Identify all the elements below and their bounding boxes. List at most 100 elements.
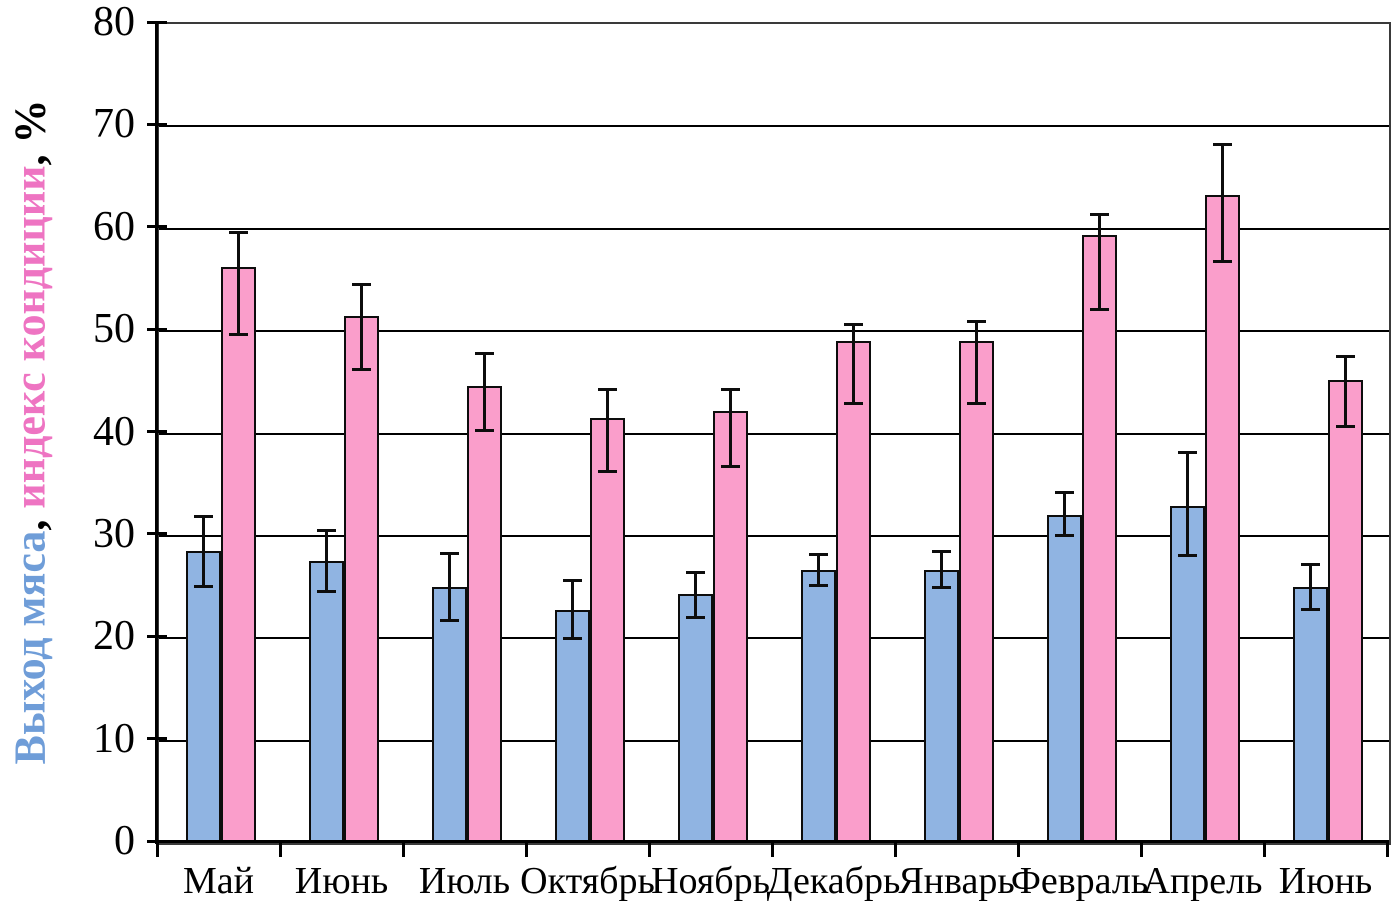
error-bar-line bbox=[1097, 214, 1101, 310]
y-axis-tick bbox=[147, 634, 167, 638]
y-axis-tick bbox=[147, 430, 167, 433]
error-bar-cap bbox=[562, 579, 582, 583]
bar-meat-yield bbox=[308, 561, 344, 843]
x-category-label: Апрель bbox=[1142, 860, 1263, 902]
error-bar-line bbox=[236, 232, 240, 335]
error-bar-cap bbox=[597, 469, 617, 473]
error-bar-cap bbox=[1054, 491, 1074, 495]
y-axis-tick bbox=[147, 327, 167, 331]
bar-meat-yield bbox=[1046, 515, 1082, 843]
y-axis-tick bbox=[147, 122, 167, 126]
bar-meat-yield bbox=[800, 569, 836, 843]
gridline bbox=[159, 227, 1389, 230]
error-bar-cap bbox=[597, 387, 617, 391]
bar-meat-yield bbox=[677, 594, 713, 843]
error-bar-cap bbox=[439, 619, 459, 623]
error-bar-cap bbox=[966, 320, 986, 324]
y-tick-label: 50 bbox=[93, 306, 135, 353]
error-bar-cap bbox=[685, 571, 705, 575]
x-axis-tick bbox=[278, 841, 282, 857]
y-axis-tick bbox=[147, 532, 167, 536]
bar-condition-index bbox=[1327, 380, 1363, 843]
bar-condition-index bbox=[958, 341, 994, 843]
error-bar-cap bbox=[474, 352, 494, 356]
error-bar-cap bbox=[1212, 143, 1232, 147]
error-bar-cap bbox=[843, 402, 863, 406]
error-bar-line bbox=[570, 580, 574, 639]
error-bar-line bbox=[447, 553, 451, 621]
error-bar-cap bbox=[316, 529, 336, 533]
y-tick-label: 20 bbox=[93, 613, 135, 660]
error-bar-cap bbox=[1300, 563, 1320, 567]
y-axis-tick bbox=[147, 20, 167, 24]
bar-condition-index bbox=[343, 315, 379, 843]
bar-condition-index bbox=[712, 410, 748, 843]
error-bar-cap bbox=[1335, 355, 1355, 359]
bar-meat-yield bbox=[923, 569, 959, 843]
y-tick-label: 80 bbox=[93, 0, 135, 45]
error-bar-cap bbox=[720, 387, 740, 391]
error-bar-line bbox=[324, 530, 328, 592]
error-bar-line bbox=[1308, 564, 1312, 610]
error-bar-cap bbox=[1177, 553, 1197, 557]
error-bar-cap bbox=[228, 231, 248, 235]
gridline bbox=[159, 534, 1389, 537]
error-bar-line bbox=[1220, 144, 1224, 262]
error-bar-cap bbox=[843, 323, 863, 327]
error-bar-cap bbox=[562, 636, 582, 640]
error-bar-cap bbox=[720, 464, 740, 468]
error-bar-cap bbox=[931, 549, 951, 553]
x-axis-tick bbox=[1262, 841, 1266, 857]
error-bar-line bbox=[851, 324, 855, 404]
x-axis-tick bbox=[401, 841, 405, 857]
x-axis-tick bbox=[1016, 841, 1020, 857]
x-axis-tick bbox=[1139, 841, 1143, 857]
x-category-label: Май bbox=[183, 860, 254, 902]
error-bar-cap bbox=[808, 552, 828, 556]
x-category-label: Июнь bbox=[1278, 860, 1373, 902]
error-bar-cap bbox=[1089, 308, 1109, 312]
error-bar-line bbox=[693, 572, 697, 618]
bar-condition-index bbox=[220, 266, 256, 843]
error-bar-cap bbox=[808, 583, 828, 587]
bar-condition-index bbox=[1081, 234, 1117, 843]
bar-meat-yield bbox=[431, 587, 467, 843]
error-bar-cap bbox=[474, 428, 494, 432]
bar-condition-index bbox=[466, 386, 502, 843]
gridline bbox=[159, 330, 1389, 333]
x-category-label: Февраль bbox=[1010, 860, 1149, 902]
y-axis-tick bbox=[147, 225, 167, 229]
bar-condition-index bbox=[589, 418, 625, 843]
error-bar-cap bbox=[316, 589, 336, 593]
gridline bbox=[159, 125, 1389, 128]
plot-area bbox=[157, 22, 1391, 845]
error-bar-cap bbox=[228, 332, 248, 336]
x-axis-tick bbox=[155, 841, 159, 857]
error-bar-cap bbox=[193, 514, 213, 518]
error-bar-cap bbox=[439, 551, 459, 555]
error-bar-cap bbox=[351, 367, 371, 371]
y-tick-label: 0 bbox=[114, 818, 135, 864]
error-bar-cap bbox=[931, 585, 951, 589]
y-tick-label: 60 bbox=[93, 203, 135, 250]
error-bar-line bbox=[816, 554, 820, 585]
x-category-label: Декабрь bbox=[766, 860, 901, 902]
gridline bbox=[159, 637, 1389, 640]
x-axis-tick bbox=[893, 841, 897, 857]
x-category-label: Октябрь bbox=[520, 860, 655, 902]
error-bar-line bbox=[359, 284, 363, 369]
error-bar-cap bbox=[1212, 260, 1232, 263]
error-bar-cap bbox=[351, 282, 371, 286]
error-bar-line bbox=[974, 321, 978, 404]
y-tick-label: 30 bbox=[93, 510, 135, 557]
error-bar-line bbox=[728, 389, 732, 467]
error-bar-line bbox=[1343, 356, 1347, 427]
error-bar-cap bbox=[1300, 608, 1320, 612]
error-bar-line bbox=[482, 353, 486, 431]
error-bar-cap bbox=[1054, 534, 1074, 538]
x-category-label: Июль bbox=[418, 860, 511, 902]
x-axis-tick bbox=[770, 841, 774, 857]
error-bar-line bbox=[1062, 492, 1066, 536]
error-bar-line bbox=[939, 551, 943, 588]
